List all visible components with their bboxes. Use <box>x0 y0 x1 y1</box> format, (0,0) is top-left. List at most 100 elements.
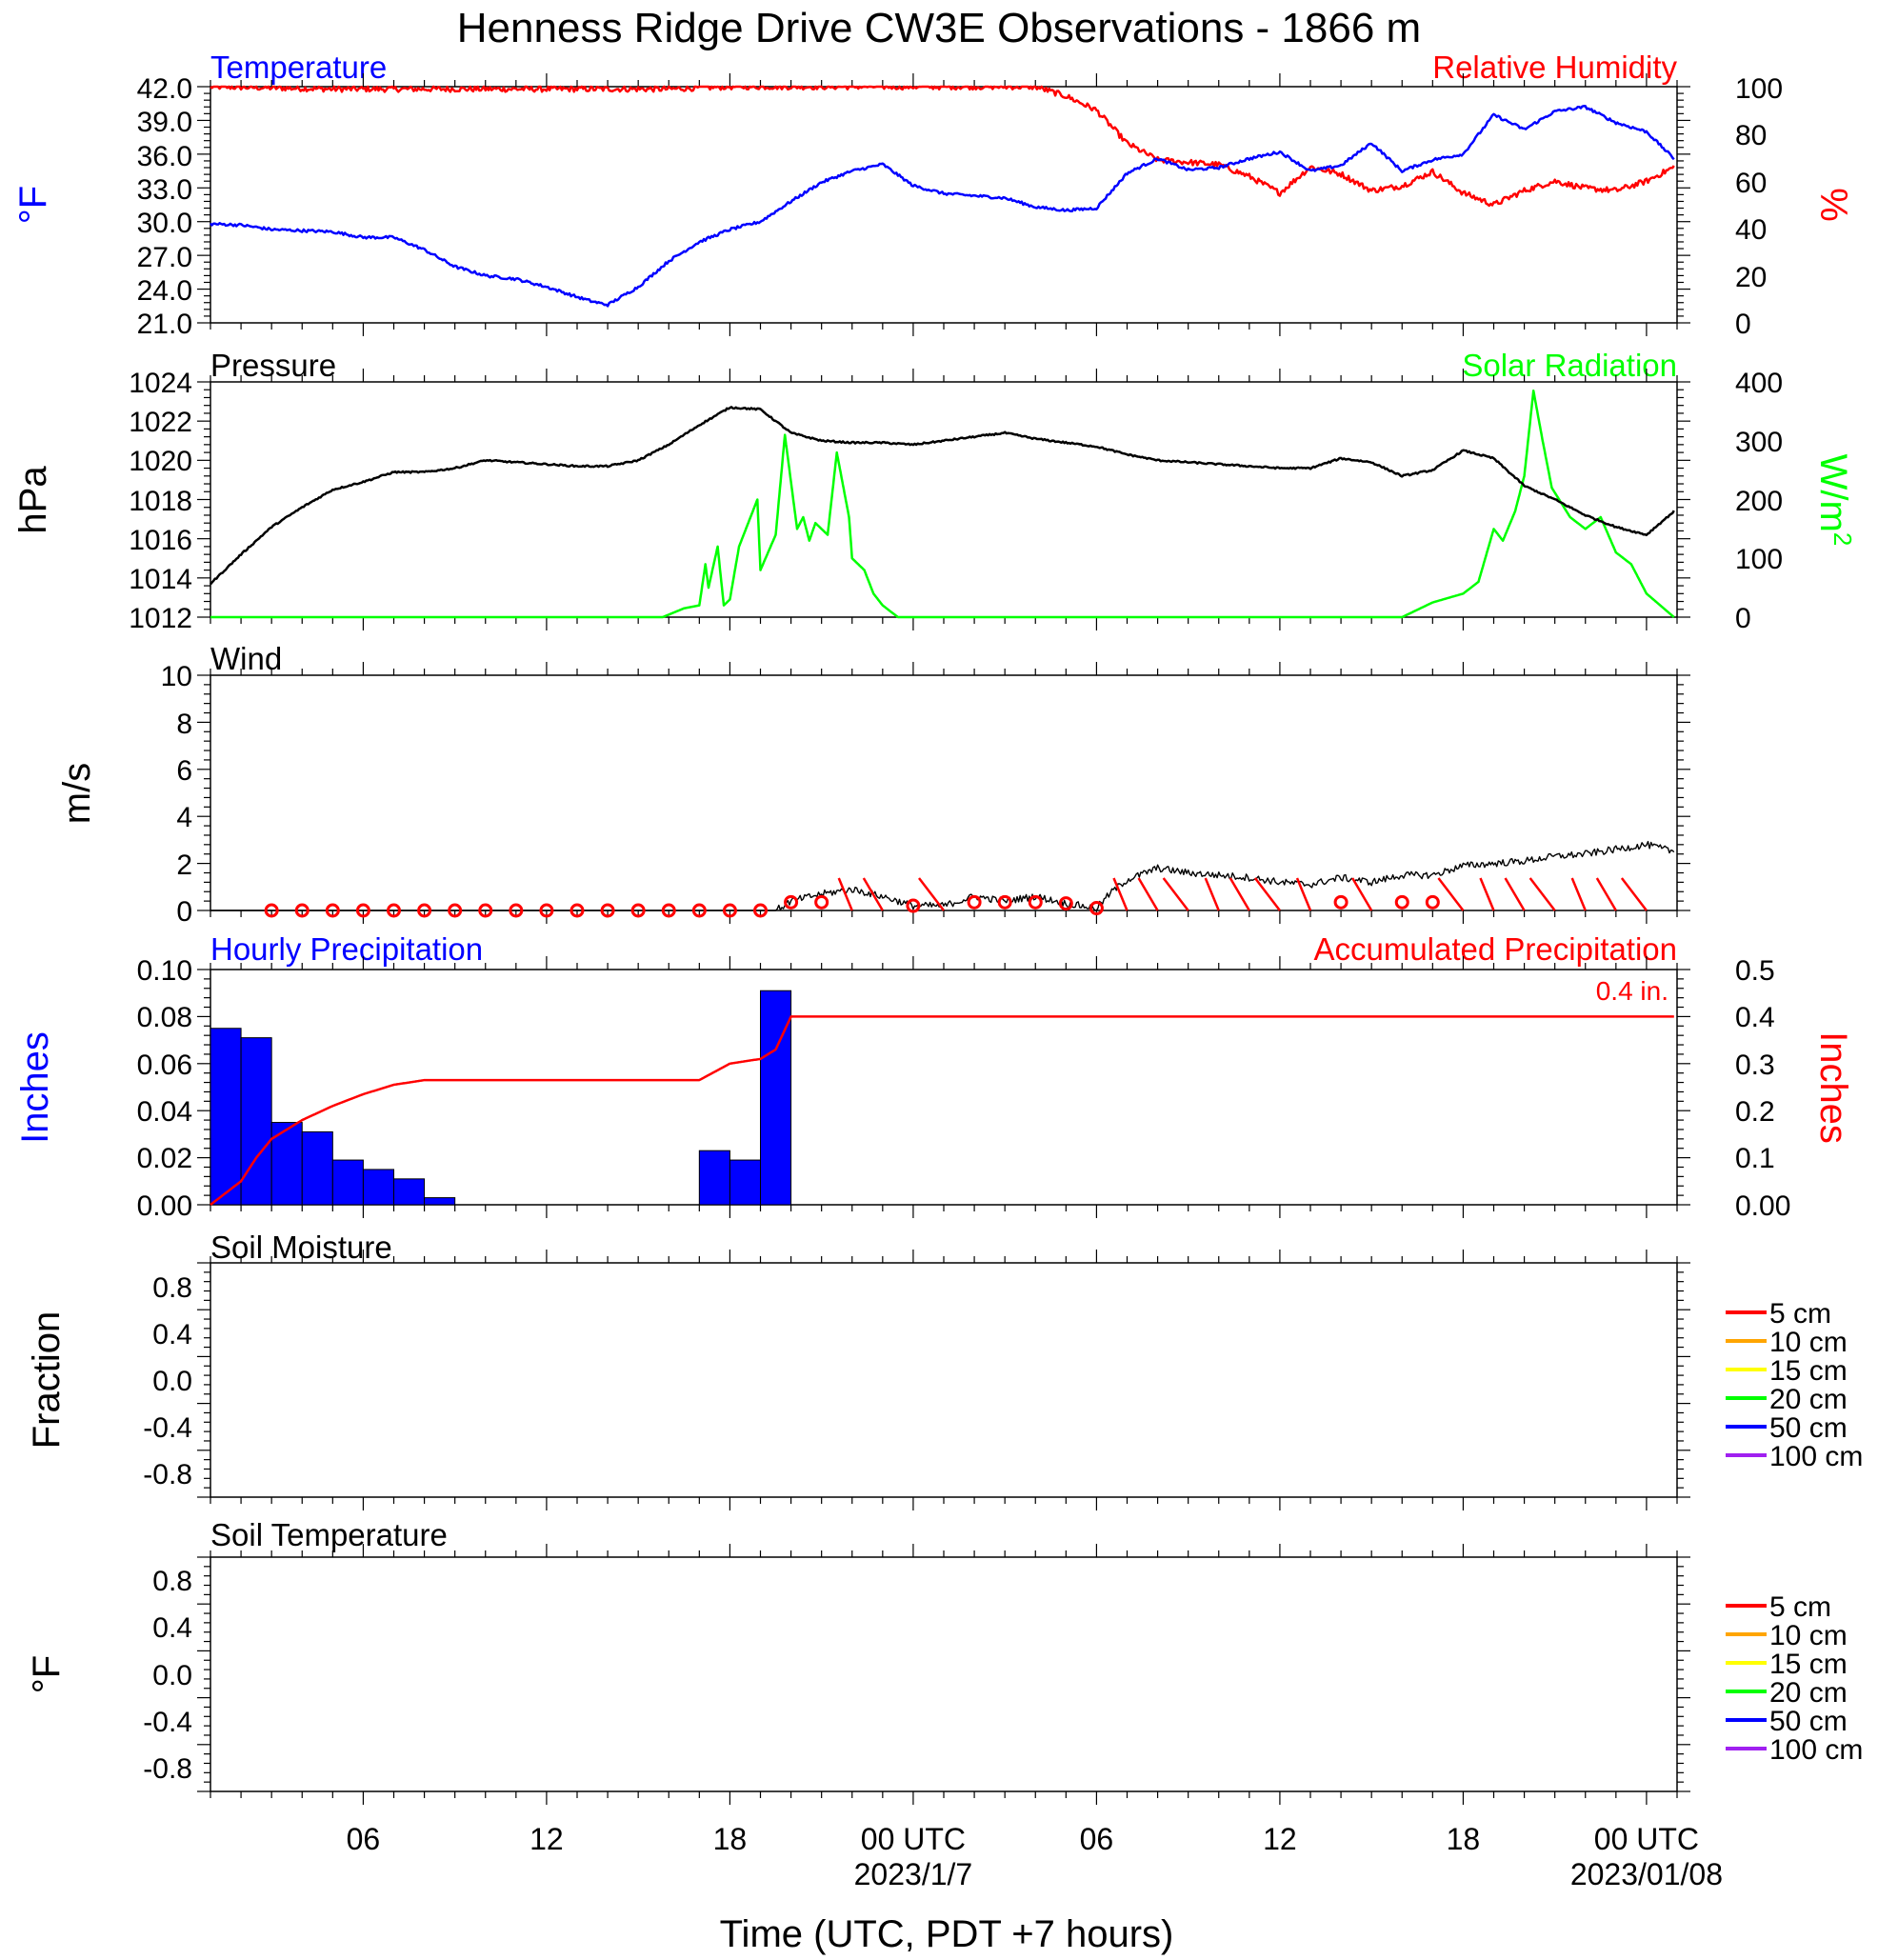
calm-wind-marker <box>1089 901 1104 916</box>
y-tick-label: 1022 <box>129 407 192 438</box>
calm-wind-marker <box>814 894 829 910</box>
y-tick-label: 1014 <box>129 564 192 595</box>
y-tick-label: 20 <box>1735 262 1767 293</box>
y-tick-label: 0.5 <box>1735 955 1775 987</box>
y-tick-label: 0.1 <box>1735 1143 1775 1174</box>
y-tick-label: 24.0 <box>137 275 192 307</box>
soil-moisture-plot <box>197 1250 1690 1510</box>
y-tick-label: 0.2 <box>1735 1096 1775 1128</box>
panel-wind: Wind m/s 10 8 6 4 2 0 <box>56 641 1690 928</box>
y-tick-label: 0 <box>1735 309 1751 340</box>
hourly-precipitation-axis-label: Inches <box>14 1031 56 1144</box>
pressure-title: Pressure <box>210 348 336 383</box>
legend-item: 50 cm <box>1726 1706 1848 1737</box>
y-tick-label: 42.0 <box>137 73 192 105</box>
soil-temperature-title: Soil Temperature <box>210 1517 448 1552</box>
precipitation-plot <box>197 956 1690 1218</box>
y-tick-label: -0.4 <box>143 1707 192 1738</box>
humidity-line <box>210 85 1675 208</box>
panel-frame <box>210 86 1678 324</box>
wind-barb <box>1351 877 1373 911</box>
legend-label: 100 cm <box>1769 1734 1863 1766</box>
precipitation-bar <box>424 1197 456 1206</box>
solar-axis-label: W/m2 <box>1812 454 1857 547</box>
x-tick-label: 06 <box>1080 1822 1114 1856</box>
calm-wind-marker <box>906 898 921 913</box>
accumulated-precipitation-title: Accumulated Precipitation <box>1313 931 1677 967</box>
y-tick-label: 27.0 <box>137 242 192 273</box>
y-tick-label: 2 <box>176 850 192 881</box>
wind-barb <box>1137 877 1159 911</box>
wind-barb <box>1229 877 1250 911</box>
calm-wind-marker <box>509 903 524 918</box>
legend-item: 20 cm <box>1726 1384 1848 1415</box>
precipitation-bar <box>301 1130 333 1206</box>
wind-plot <box>197 662 1690 924</box>
y-tick-label: 100 <box>1735 73 1783 105</box>
y-tick-label: 33.0 <box>137 174 192 206</box>
calm-wind-marker <box>661 903 676 918</box>
soil-moisture-legend: 5 cm 10 cm 15 cm 20 cm 50 cm 100 cm <box>1726 1298 1863 1472</box>
calm-wind-marker <box>1425 894 1440 910</box>
y-tick-label: 30.0 <box>137 208 192 239</box>
y-tick-label: 0.8 <box>152 1566 192 1597</box>
legend-label: 10 cm <box>1769 1327 1848 1358</box>
y-tick-label: 39.0 <box>137 107 192 138</box>
legend-item: 100 cm <box>1726 1441 1863 1472</box>
legend-label: 15 cm <box>1769 1355 1848 1387</box>
legend-label: 100 cm <box>1769 1441 1863 1472</box>
calm-wind-marker <box>539 903 554 918</box>
solar-axis-unit: W/m <box>1812 454 1854 532</box>
pressure-solar-plot <box>197 369 1690 630</box>
y-tick-label: 100 <box>1735 544 1783 575</box>
panel-temperature-humidity: Temperature Relative Humidity °F % 42.0 … <box>12 50 1854 340</box>
legend-label: 50 cm <box>1769 1412 1848 1444</box>
x-tick-label: 18 <box>713 1822 748 1856</box>
soil-moisture-ticks: 0.8 0.4 0.0 -0.4 -0.8 <box>143 1272 192 1490</box>
y-tick-label: 6 <box>176 755 192 787</box>
y-tick-label: 0 <box>1735 603 1751 634</box>
legend-item: 5 cm <box>1726 1298 1831 1330</box>
y-tick-label: 0.4 <box>152 1319 192 1350</box>
legend-label: 5 cm <box>1769 1591 1831 1623</box>
legend-item: 10 cm <box>1726 1327 1848 1358</box>
y-tick-label: -0.8 <box>143 1753 192 1785</box>
wind-barb <box>1162 877 1189 911</box>
soil-temperature-ticks: 0.8 0.4 0.0 -0.4 -0.8 <box>143 1566 192 1785</box>
wind-barb <box>1204 877 1220 911</box>
calm-wind-marker <box>417 903 432 918</box>
calm-wind-marker <box>325 903 340 918</box>
y-tick-label: -0.8 <box>143 1459 192 1490</box>
y-tick-label: 0 <box>176 896 192 928</box>
pressure-line <box>210 406 1675 586</box>
accumulated-total-annotation: 0.4 in. <box>1596 976 1668 1006</box>
calm-wind-marker <box>264 903 279 918</box>
calm-wind-marker <box>997 894 1012 910</box>
legend-item: 50 cm <box>1726 1412 1848 1444</box>
y-tick-label: 60 <box>1735 168 1767 199</box>
calm-wind-marker <box>753 903 768 918</box>
x-tick-label: 18 <box>1447 1822 1481 1856</box>
y-tick-label: 10 <box>161 661 192 692</box>
soil-moisture-title: Soil Moisture <box>210 1230 392 1265</box>
calm-wind-marker <box>600 903 615 918</box>
wind-barb <box>1620 877 1648 911</box>
y-tick-label: 0.06 <box>137 1050 192 1081</box>
y-tick-label: 0.3 <box>1735 1050 1775 1081</box>
figure-title: Henness Ridge Drive CW3E Observations - … <box>457 5 1421 51</box>
wind-barb <box>862 877 884 911</box>
calm-wind-marker <box>691 903 707 918</box>
wind-barb <box>837 877 853 911</box>
solar-axis-superscript: 2 <box>1828 532 1857 546</box>
legend-item: 5 cm <box>1726 1591 1831 1623</box>
temperature-axis-label: °F <box>12 186 54 224</box>
accumulated-precipitation-axis-label: Inches <box>1812 1031 1854 1144</box>
wind-barb <box>1479 877 1495 911</box>
accumulated-precipitation-line <box>210 1015 1675 1206</box>
precipitation-bar <box>729 1159 762 1206</box>
y-tick-label: 1024 <box>129 368 192 399</box>
wind-barb <box>1504 877 1526 911</box>
precipitation-bar <box>240 1037 272 1206</box>
legend-label: 10 cm <box>1769 1620 1848 1651</box>
